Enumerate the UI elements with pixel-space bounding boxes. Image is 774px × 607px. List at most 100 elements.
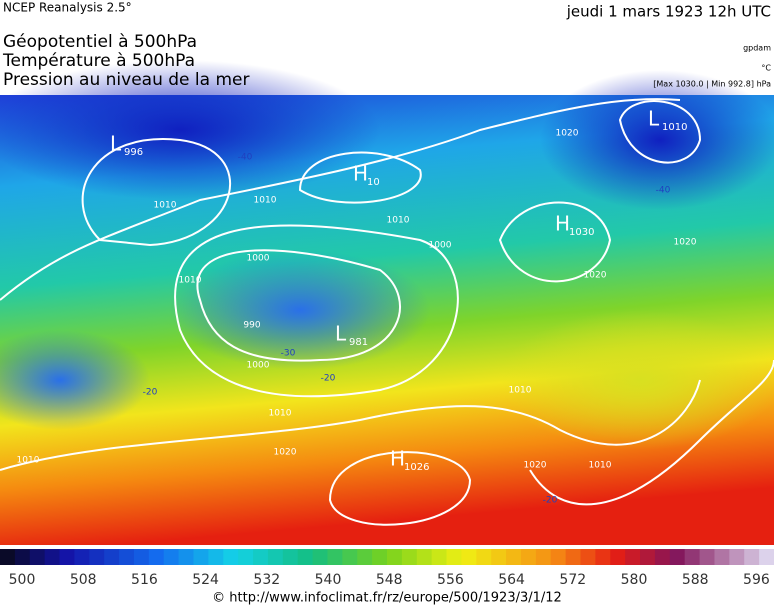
temperature-label: -20 [321,374,336,384]
colorbar-tick-label: 500 [9,572,36,588]
colorbar-swatch [29,549,46,565]
pressure-center-value: 1026 [404,462,429,473]
colorbar-tick-label: 564 [498,572,525,588]
colorbar-swatch [238,549,254,565]
colorbar-swatch [640,549,656,565]
date: jeudi 1 mars 1923 12h UTC [566,3,771,21]
title: Pression au niveau de la mer [3,70,249,90]
pressure-center-value: 1010 [662,122,687,133]
temperature-label: -20 [543,496,558,506]
colorbar-swatch [297,549,314,565]
temperature-label: -30 [281,349,296,359]
isobar-label: 1010 [179,276,202,286]
colorbar-swatch [0,549,16,565]
colorbar-swatch [267,549,284,565]
isobar-label: 1020 [674,238,697,248]
isobar-label: 1020 [274,448,297,458]
colorbar-tick-label: 516 [131,572,158,588]
colorbar [0,549,774,565]
colorbar-swatch [178,549,194,565]
isobar-label: 1010 [154,201,177,211]
colorbar-swatch [119,549,135,565]
pressure-center-letter: H [555,212,570,236]
unit: °C [761,64,771,73]
colorbar-swatch [253,549,269,565]
isobar-label: 1010 [387,216,410,226]
pressure-center-letter: L [648,107,660,131]
isobar-label: 1000 [429,241,452,251]
colorbar-tick-label: 508 [70,572,97,588]
colorbar-swatch [223,549,239,565]
colorbar-swatch [357,549,373,565]
colorbar-swatch [163,549,180,565]
temperature-label: -20 [143,388,158,398]
colorbar-tick-label: 524 [192,572,219,588]
colorbar-swatch [744,549,760,565]
colorbar-swatch [104,549,120,565]
colorbar-swatch [625,549,641,565]
footer: © http://www.infoclimat.fr/rz/europe/500… [212,591,562,606]
isobar-label: 1020 [524,461,547,471]
colorbar-tick-label: 556 [437,572,464,588]
unit: gpdam [743,44,771,53]
colorbar-swatch [550,549,567,565]
pressure-center-value: 10 [367,177,380,188]
pressure-center-value: 1030 [569,227,594,238]
isobar-label: 1010 [254,196,277,206]
colorbar-swatch [372,549,388,565]
isobar-label: 1010 [269,409,292,419]
colorbar-tick-label: 548 [376,572,403,588]
isobar-label: 1010 [509,386,532,396]
temperature-label: -40 [656,186,671,196]
colorbar-tick-label: 580 [621,572,648,588]
pressure-center-value: 996 [124,147,143,158]
colorbar-swatch [208,549,224,565]
colorbar-swatch [401,549,418,565]
colorbar-swatch [565,549,581,565]
colorbar-swatch [520,549,537,565]
colorbar-swatch [729,549,745,565]
colorbar-tick-label: 572 [559,572,586,588]
colorbar-swatch [476,549,492,565]
source: NCEP Reanalysis 2.5° [3,1,132,15]
isobar-label: 1010 [589,461,612,471]
colorbar-swatch [714,549,730,565]
colorbar-swatch [44,549,61,565]
map [0,60,774,545]
isobar-label: 1000 [247,254,270,264]
isobar-label: 1010 [17,456,40,466]
unit: [Max 1030.0 | Min 992.8] hPa [653,80,771,89]
colorbar-swatch [669,549,686,565]
isobar-label: 990 [243,321,260,331]
temperature-label: -40 [238,153,253,163]
isobar-label: 1020 [584,271,607,281]
isobar-label: 1000 [247,361,270,371]
pressure-center-letter: H [390,447,405,471]
colorbar-swatch [461,549,477,565]
pressure-center-letter: L [335,322,347,346]
colorbar-swatch [684,549,701,565]
colorbar-swatch [133,549,150,565]
colorbar-swatch [535,549,552,565]
colorbar-swatch [416,549,433,565]
colorbar-tick-label: 596 [743,572,770,588]
colorbar-swatch [282,549,299,565]
pressure-center-letter: L [110,132,122,156]
colorbar-swatch [506,549,522,565]
colorbar-swatch [89,549,105,565]
pressure-center-letter: H [353,162,368,186]
colorbar-swatch [699,549,715,565]
colorbar-swatch [327,549,343,565]
colorbar-swatch [759,549,774,565]
colorbar-swatch [193,549,209,565]
colorbar-swatch [14,549,31,565]
colorbar-swatch [431,549,448,565]
colorbar-swatch [654,549,671,565]
isobar-label: 1020 [556,129,579,139]
colorbar-swatch [312,549,328,565]
colorbar-swatch [342,549,358,565]
isobars [0,98,774,526]
colorbar-swatch [387,549,403,565]
colorbar-swatch [74,549,90,565]
